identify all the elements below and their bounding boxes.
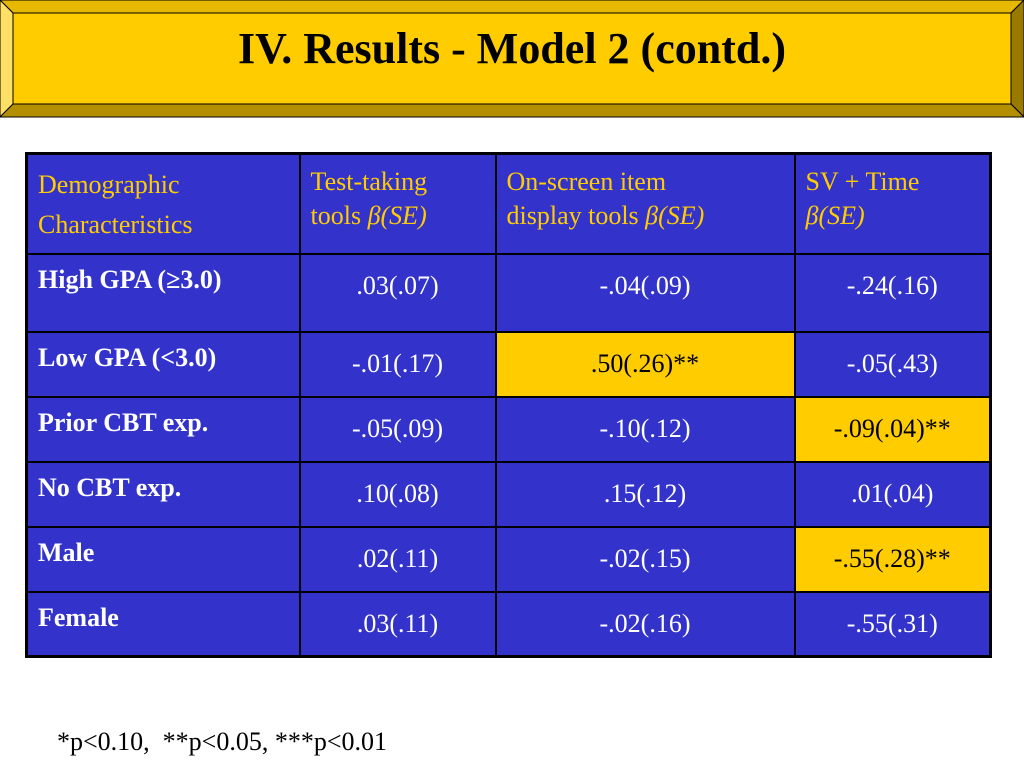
table-row: High GPA (≥3.0) .03(.07) -.04(.09) -.24(… xyxy=(25,252,992,333)
banner-frame xyxy=(0,0,1024,118)
table-cell: -.05(.09) xyxy=(298,395,497,463)
header-test-taking-line2: tools xyxy=(310,201,368,230)
row-label: Female xyxy=(25,590,301,658)
header-sv-time-line1: SV + Time xyxy=(805,167,920,196)
row-label: No CBT exp. xyxy=(25,460,301,528)
table-cell: .15(.12) xyxy=(494,460,796,528)
row-label: Male xyxy=(25,525,301,593)
header-on-screen-line1: On-screen item xyxy=(506,167,667,196)
table-row: Prior CBT exp. -.05(.09) -.10(.12) -.09(… xyxy=(25,395,992,463)
header-on-screen-line2: display tools xyxy=(506,201,646,230)
header-test-taking-beta: β(SE) xyxy=(367,201,427,230)
table-cell: -.02(.15) xyxy=(494,525,796,593)
header-sv-time: SV + Time β(SE) xyxy=(793,152,992,255)
results-table: Demographic Characteristics Test-taking … xyxy=(25,152,992,658)
table-cell: -.24(.16) xyxy=(793,252,992,333)
significance-footnote: *p<0.10, **p<0.05, ***p<0.01 xyxy=(57,727,387,756)
table-cell: -.55(.31) xyxy=(793,590,992,658)
table-cell: .03(.11) xyxy=(298,590,497,658)
table-cell: -.10(.12) xyxy=(494,395,796,463)
table-cell: -.04(.09) xyxy=(494,252,796,333)
table-cell-highlighted: -.55(.28)** xyxy=(793,525,992,593)
header-demographic: Demographic Characteristics xyxy=(25,152,301,255)
page-title: IV. Results - Model 2 (contd.) xyxy=(238,24,786,73)
table-cell: -.01(.17) xyxy=(298,330,497,398)
table-row: Low GPA (<3.0) -.01(.17) .50(.26)** -.05… xyxy=(25,330,992,398)
header-demographic-line1: Demographic xyxy=(38,170,180,199)
header-on-screen-beta: β(SE) xyxy=(645,201,705,230)
table-row: Female .03(.11) -.02(.16) -.55(.31) xyxy=(25,590,992,658)
table-header-row: Demographic Characteristics Test-taking … xyxy=(25,152,992,255)
title-banner: IV. Results - Model 2 (contd.) xyxy=(0,0,1024,118)
table-cell-highlighted: -.09(.04)** xyxy=(793,395,992,463)
header-on-screen: On-screen item display tools β(SE) xyxy=(494,152,796,255)
table-cell: .02(.11) xyxy=(298,525,497,593)
table-cell: .03(.07) xyxy=(298,252,497,333)
row-label: Prior CBT exp. xyxy=(25,395,301,463)
header-sv-time-beta: β(SE) xyxy=(805,201,865,230)
table-row: No CBT exp. .10(.08) .15(.12) .01(.04) xyxy=(25,460,992,528)
header-demographic-line2: Characteristics xyxy=(38,210,193,239)
row-label: Low GPA (<3.0) xyxy=(25,330,301,398)
table-row: Male .02(.11) -.02(.15) -.55(.28)** xyxy=(25,525,992,593)
header-test-taking-line1: Test-taking xyxy=(310,167,428,196)
table-cell: .01(.04) xyxy=(793,460,992,528)
header-test-taking: Test-taking tools β(SE) xyxy=(298,152,497,255)
table-cell: .10(.08) xyxy=(298,460,497,528)
table-cell: -.02(.16) xyxy=(494,590,796,658)
table-cell: -.05(.43) xyxy=(793,330,992,398)
table-cell-highlighted: .50(.26)** xyxy=(494,330,796,398)
row-label: High GPA (≥3.0) xyxy=(25,252,301,333)
